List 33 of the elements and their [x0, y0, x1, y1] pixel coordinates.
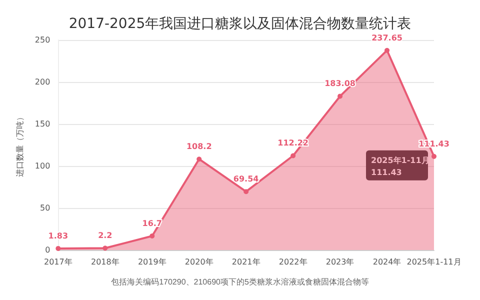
x-tick-label: 2023年 [326, 258, 354, 266]
data-label: 108.2 [186, 142, 212, 152]
y-tick-label: 250 [34, 36, 50, 44]
point [150, 233, 155, 238]
point [290, 153, 296, 158]
x-tick-label: 2020年 [184, 258, 214, 266]
x-tick-label: 2017年 [44, 258, 72, 266]
y-axis-title: 进口数量（万吨） [16, 113, 24, 177]
y-tick-label: 0 [45, 246, 50, 254]
point [384, 48, 390, 53]
data-label: 1.83 [48, 231, 68, 240]
y-tick-label: 50 [40, 204, 50, 212]
x-tick-label: 2019年 [138, 258, 166, 266]
y-tick-label: 150 [34, 120, 50, 128]
x-tick-label: 2022年 [278, 258, 308, 266]
point [56, 246, 61, 251]
point [432, 154, 436, 159]
chart-title: 2017-2025年我国进口糖浆以及固体混合物数量统计表 [68, 16, 412, 32]
x-tick-label: 2021年 [232, 258, 260, 266]
point [244, 189, 249, 194]
data-label: 69.54 [233, 174, 260, 184]
point [102, 246, 108, 251]
x-tick-label: 2018年 [90, 258, 120, 266]
annotation: 2025年1-11月 111.43 [371, 156, 430, 177]
y-tick-label: 100 [34, 162, 50, 170]
x-tick-label: 2025年1-11月 [406, 258, 462, 266]
point [196, 156, 202, 162]
data-label: 2.2 [98, 231, 112, 240]
data-label: 237.65 [372, 33, 403, 42]
text: 包括海关编码170290、210690项下的5类糖浆水溶液或食糖固体混合物等 [111, 278, 369, 286]
point [338, 94, 343, 99]
x-tick-label: 2024年 [372, 258, 402, 266]
y-tick-label: 200 [34, 78, 50, 86]
